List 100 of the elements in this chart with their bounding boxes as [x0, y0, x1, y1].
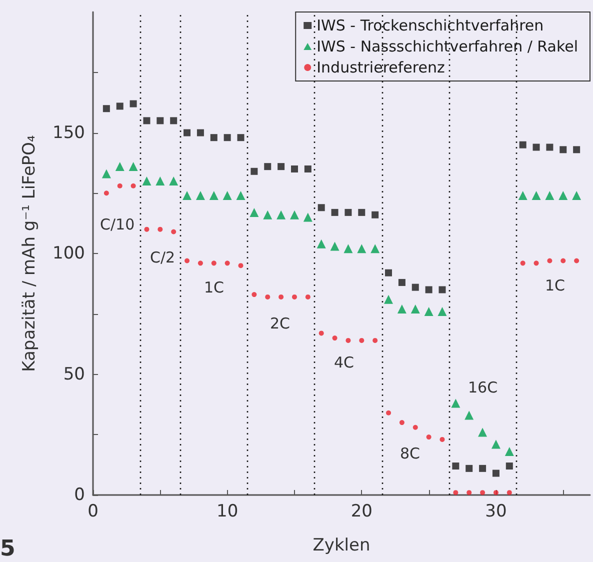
point	[156, 176, 165, 186]
point	[130, 100, 137, 108]
point	[492, 470, 500, 477]
point	[451, 398, 460, 408]
point	[346, 338, 351, 343]
point	[399, 420, 404, 426]
point	[532, 144, 540, 151]
point	[359, 338, 364, 343]
point	[222, 191, 232, 200]
point	[265, 294, 270, 300]
point	[209, 191, 218, 200]
x-axis-title: Zyklen	[312, 536, 370, 556]
point	[558, 191, 568, 200]
point	[142, 176, 152, 186]
point	[466, 464, 473, 472]
point	[171, 229, 176, 234]
point	[520, 260, 526, 266]
point	[318, 330, 324, 336]
point	[237, 134, 244, 142]
point	[252, 292, 257, 298]
annotation: C/10	[100, 216, 135, 234]
point	[545, 191, 554, 200]
point	[158, 226, 163, 232]
legend-label: Industriereferenz	[316, 58, 445, 76]
point	[358, 208, 366, 216]
y-tick-label: 0	[74, 485, 85, 505]
point	[572, 191, 582, 200]
legend-label: IWS - Trockenschichtverfahren	[316, 16, 544, 34]
point	[211, 260, 216, 266]
point	[224, 134, 231, 142]
point	[117, 183, 122, 188]
point	[480, 490, 486, 496]
point	[464, 410, 474, 420]
point	[560, 258, 566, 264]
point	[518, 191, 528, 200]
annotation: 1C	[545, 276, 566, 294]
point	[263, 210, 272, 220]
point	[560, 146, 567, 154]
annotation: 4C	[334, 354, 354, 372]
point	[440, 436, 445, 442]
point	[156, 117, 164, 124]
point	[534, 260, 539, 266]
point	[493, 490, 498, 496]
point	[144, 226, 150, 232]
point	[170, 117, 178, 124]
point	[276, 210, 286, 220]
point	[184, 129, 191, 136]
point	[412, 424, 418, 430]
point	[453, 490, 458, 496]
point	[102, 169, 111, 178]
point	[331, 208, 338, 216]
point	[143, 117, 150, 124]
point	[438, 286, 446, 294]
annotation: 16C	[468, 378, 498, 396]
point	[303, 212, 312, 222]
point	[169, 176, 178, 186]
point	[519, 141, 526, 148]
point	[397, 304, 406, 314]
point	[385, 269, 392, 276]
x-tick-label: 30	[485, 502, 507, 522]
point	[196, 191, 205, 200]
y-tick-label: 50	[63, 364, 85, 384]
point	[130, 183, 136, 188]
point	[128, 162, 138, 172]
point	[506, 462, 513, 470]
x-tick-label: 0	[88, 502, 98, 522]
point	[424, 306, 434, 316]
point	[250, 208, 259, 217]
point	[332, 336, 338, 341]
point	[466, 490, 472, 496]
point	[278, 163, 285, 170]
point	[410, 304, 420, 314]
point	[573, 146, 580, 154]
point	[250, 168, 258, 175]
point	[370, 244, 380, 254]
point	[372, 211, 379, 218]
point	[357, 244, 366, 254]
text: 5	[0, 536, 16, 562]
point	[426, 434, 432, 440]
point	[425, 286, 432, 294]
point	[386, 410, 392, 416]
point	[184, 258, 190, 264]
point	[546, 144, 554, 151]
point	[104, 190, 109, 196]
point	[304, 165, 312, 172]
point	[532, 191, 541, 200]
point	[574, 258, 580, 264]
point	[116, 102, 124, 110]
point	[290, 165, 298, 172]
legend-label: IWS - Nassschichtverfahren / Rakel	[316, 38, 578, 56]
point	[504, 447, 514, 456]
y-tick-label: 100	[52, 244, 85, 264]
point	[182, 191, 192, 200]
point	[547, 258, 552, 264]
point	[102, 105, 110, 112]
annotation: 2C	[270, 314, 290, 332]
point	[344, 208, 352, 216]
y-tick-label: 150	[52, 122, 85, 143]
point	[412, 284, 419, 291]
point	[479, 464, 486, 472]
